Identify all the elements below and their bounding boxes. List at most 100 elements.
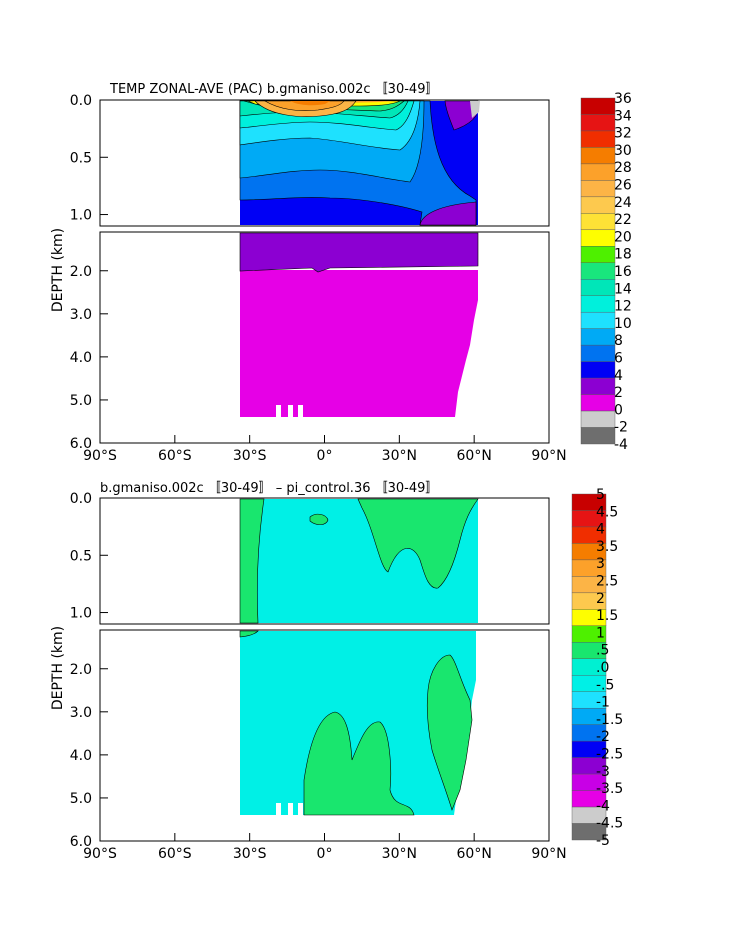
p1-colorbar-swatch-0	[580, 97, 616, 115]
p1-colorbar-swatch-8	[580, 229, 616, 247]
p1-colorbar-swatch-14	[580, 328, 616, 346]
p1-colorbar-label-3: 30	[614, 143, 632, 159]
p1-colorbar-swatch-7	[580, 213, 616, 231]
p1-colorbar-label-9: 18	[614, 247, 632, 263]
p1-xtick-label-5: 60°N	[457, 448, 492, 464]
p2-band-north-upper	[357, 498, 479, 589]
panel-2-upper-frame	[99, 497, 550, 625]
p1-ytick-up-label-0: 0.0	[70, 93, 92, 109]
p1-colorbar-swatch-16	[580, 361, 616, 379]
p1-ytick-lo-label-2: 4.0	[70, 350, 92, 366]
p2-colorbar-label-20: -5	[596, 833, 610, 849]
p1-band-ice	[470, 101, 480, 118]
p1-colorbar-swatch-18	[580, 394, 616, 412]
p1-colorbar-label-15: 6	[614, 351, 623, 367]
p1-colorbar-label-16: 4	[614, 368, 623, 384]
p2-colorbar-label-19: -4.5	[596, 816, 623, 832]
panel-1-fill	[239, 100, 480, 417]
p2-gap-1	[288, 803, 293, 815]
p2-colorbar-label-5: 2.5	[596, 574, 618, 590]
p2-colorbar-label-4: 3	[596, 556, 605, 572]
p1-band-30	[290, 101, 330, 106]
p2-xtick-label-1: 60°S	[158, 846, 192, 862]
p1-colorbar-label-18: 0	[614, 402, 623, 418]
p2-colorbar-label-9: .5	[596, 643, 609, 659]
p2-colorbar-label-15: -2.5	[596, 747, 623, 763]
panel-2: b.gmaniso.002c 〚30-49〛 – pi_control.36 〚…	[50, 481, 623, 862]
p1-colorbar-label-5: 26	[614, 178, 632, 194]
p1-colorbar-swatch-17	[580, 377, 616, 395]
p2-colorbar-label-16: -3	[596, 764, 610, 780]
panel-1-title: TEMP ZONAL-AVE (PAC) b.gmaniso.002c 〚30-…	[109, 82, 438, 97]
p1-colorbar-swatch-2	[580, 130, 616, 148]
p1-ytick-lo-label-1: 3.0	[70, 307, 92, 323]
p1-colorbar-swatch-13	[580, 311, 616, 329]
p1-colorbar-label-10: 16	[614, 264, 632, 280]
p2-ytick-lo-label-1: 3.0	[70, 705, 92, 721]
p2-colorbar-label-6: 2	[596, 591, 605, 607]
p2-xtick-label-6: 90°N	[531, 846, 566, 862]
p1-colorbar-swatch-11	[580, 279, 616, 296]
p2-ytick-lo-label-4: 6.0	[70, 834, 92, 850]
p1-ytick-lo-label-3: 5.0	[70, 393, 92, 409]
p1-gap-1	[288, 405, 293, 417]
p1-ytick-lo-label-0: 2.0	[70, 264, 92, 280]
panel-2-colorbar: 54.543.532.521.51.5.0-.5-1-1.5-2-2.5-3-3…	[571, 487, 623, 849]
p1-colorbar-label-7: 22	[614, 212, 632, 228]
p1-colorbar-swatch-4	[580, 163, 616, 181]
p2-ytick-lo-label-2: 4.0	[70, 748, 92, 764]
p1-ytick-up-label-2: 1.0	[70, 208, 92, 224]
panel-2-ylabel: DEPTH (km)	[50, 626, 66, 710]
panel-1-ylabel: DEPTH (km)	[50, 228, 66, 312]
p2-band-north-lower	[426, 654, 473, 811]
p2-colorbar-label-3: 3.5	[596, 539, 618, 555]
p1-colorbar-swatch-20	[580, 427, 616, 445]
p1-colorbar-label-2: 32	[614, 126, 632, 142]
p2-xtick-label-5: 60°N	[457, 846, 492, 862]
p2-colorbar-label-14: -2	[596, 729, 610, 745]
p2-colorbar-label-10: .0	[596, 660, 609, 676]
p1-colorbar-label-6: 24	[614, 195, 632, 211]
p2-band-blob	[309, 513, 329, 525]
p1-band-2-4	[240, 270, 478, 417]
p2-colorbar-label-12: -1	[596, 695, 610, 711]
panel-2-ticks: 90°S 60°S 30°S 0° 30°N 60°N 90°N 0.0 0.5 1.0 2.0 3.…	[70, 491, 567, 862]
p2-colorbar-swatch-20	[571, 823, 607, 841]
p2-xtick-label-0: 90°S	[83, 846, 117, 862]
p2-ytick-up-label-2: 1.0	[70, 606, 92, 622]
p1-xtick-label-1: 60°S	[158, 448, 192, 464]
p1-colorbar-swatch-15	[580, 344, 616, 362]
p1-band-2-purple	[239, 232, 479, 273]
p2-ytick-lo-label-0: 2.0	[70, 662, 92, 678]
p1-colorbar-swatch-9	[580, 246, 616, 263]
p2-gap-2	[298, 803, 303, 815]
p2-band-south-lower	[239, 630, 259, 638]
p1-colorbar-swatch-5	[580, 180, 616, 198]
p1-colorbar-swatch-1	[580, 114, 616, 132]
p2-band-south	[239, 498, 265, 624]
p2-colorbar-label-1: 4.5	[596, 504, 618, 520]
p2-xtick-label-4: 30°N	[382, 846, 417, 862]
p2-xtick-label-3: 0°	[317, 846, 333, 862]
p2-colorbar-label-0: 5	[596, 487, 605, 503]
p1-colorbar-label-13: 10	[614, 316, 632, 332]
p1-band-north-purple	[444, 100, 479, 131]
p1-ytick-up-label-1: 0.5	[70, 150, 92, 166]
p2-xtick-label-2: 30°S	[233, 846, 267, 862]
p1-xtick-label-2: 30°S	[233, 448, 267, 464]
p2-gap-0	[276, 803, 281, 815]
p1-gap-0	[276, 405, 281, 417]
panel-2-fill	[239, 498, 479, 816]
p1-colorbar-label-19: -2	[614, 420, 628, 436]
p2-colorbar-label-11: -.5	[596, 677, 614, 693]
p1-colorbar-swatch-10	[580, 262, 616, 280]
p2-colorbar-label-2: 4	[596, 522, 605, 538]
p1-xtick-label-3: 0°	[317, 448, 333, 464]
panel-2-title: b.gmaniso.002c 〚30-49〛 – pi_control.36 〚…	[100, 481, 438, 496]
p1-gap-2	[298, 405, 303, 417]
p1-colorbar-swatch-3	[580, 147, 616, 165]
p1-colorbar-swatch-19	[580, 410, 616, 428]
p2-ytick-up-label-1: 0.5	[70, 548, 92, 564]
p1-colorbar-label-0: 36	[614, 91, 632, 107]
